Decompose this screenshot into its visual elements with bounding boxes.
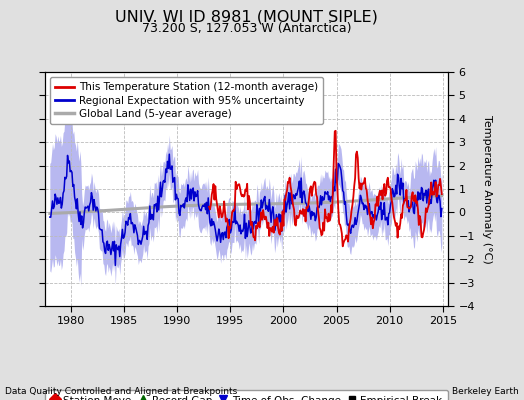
Text: 73.200 S, 127.053 W (Antarctica): 73.200 S, 127.053 W (Antarctica) [141, 22, 351, 35]
Text: Data Quality Controlled and Aligned at Breakpoints: Data Quality Controlled and Aligned at B… [5, 387, 237, 396]
Text: UNIV. WI ID 8981 (MOUNT SIPLE): UNIV. WI ID 8981 (MOUNT SIPLE) [115, 10, 378, 25]
Text: Berkeley Earth: Berkeley Earth [452, 387, 519, 396]
Y-axis label: Temperature Anomaly (°C): Temperature Anomaly (°C) [482, 115, 492, 263]
Legend: Station Move, Record Gap, Time of Obs. Change, Empirical Break: Station Move, Record Gap, Time of Obs. C… [45, 390, 448, 400]
